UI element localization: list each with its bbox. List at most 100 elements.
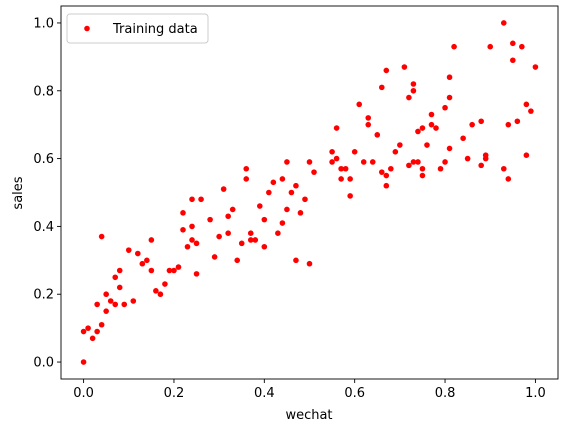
data-point — [446, 74, 453, 81]
data-points — [80, 20, 539, 365]
data-point — [243, 176, 250, 182]
data-point — [211, 254, 218, 260]
x-tick-label: 0.6 — [344, 386, 365, 401]
data-point — [266, 189, 272, 196]
data-point — [505, 176, 512, 182]
data-point — [442, 104, 448, 111]
data-point — [442, 159, 448, 165]
y-axis-label: sales — [11, 176, 26, 209]
data-point — [306, 260, 313, 267]
data-point — [478, 118, 484, 125]
data-point — [347, 193, 353, 199]
data-point — [207, 216, 213, 223]
y-tick-label: 0.8 — [33, 84, 54, 99]
data-point — [229, 206, 236, 213]
data-point — [469, 121, 475, 128]
data-point — [482, 155, 489, 162]
data-point — [80, 328, 87, 335]
x-tick-label: 0.0 — [73, 386, 94, 401]
data-point — [166, 267, 173, 274]
data-point — [148, 237, 155, 243]
x-tick-label: 0.2 — [164, 386, 185, 401]
data-point — [388, 165, 394, 172]
data-point — [415, 128, 421, 135]
data-point — [428, 111, 435, 118]
y-tick-label: 0.0 — [33, 356, 54, 371]
data-point — [306, 159, 313, 165]
data-point — [424, 142, 430, 148]
data-point — [98, 321, 105, 328]
data-point — [383, 182, 390, 189]
data-point — [116, 284, 123, 291]
data-point — [500, 20, 507, 26]
data-point — [505, 121, 512, 128]
data-point — [112, 274, 119, 281]
data-point — [112, 301, 119, 308]
data-point — [279, 176, 286, 182]
data-point — [532, 64, 539, 70]
data-point — [392, 149, 399, 155]
y-axis-ticks: 0.0 0.2 0.4 0.6 0.8 1.0 — [33, 16, 61, 371]
data-point — [80, 359, 87, 365]
data-point — [500, 165, 507, 172]
data-point — [189, 196, 195, 203]
data-point — [451, 43, 457, 50]
data-point — [252, 237, 259, 243]
plot-frame — [60, 5, 559, 380]
data-point — [347, 176, 353, 182]
y-tick-label: 0.2 — [33, 288, 54, 303]
data-point — [410, 159, 417, 165]
legend: Training data — [66, 13, 209, 44]
data-point — [94, 301, 100, 308]
data-point — [510, 40, 516, 47]
data-point — [523, 101, 530, 108]
data-point — [121, 301, 128, 308]
data-point — [153, 288, 159, 294]
x-tick-label: 0.8 — [435, 386, 456, 401]
data-point — [225, 230, 231, 236]
data-point — [419, 172, 426, 179]
data-point — [514, 118, 521, 125]
data-point — [383, 172, 390, 179]
data-point — [275, 230, 281, 236]
data-point — [406, 94, 412, 101]
data-point — [193, 240, 200, 247]
data-point — [130, 298, 137, 304]
data-point — [243, 165, 250, 172]
data-point — [193, 271, 200, 277]
data-point — [446, 145, 453, 152]
data-point — [338, 176, 344, 182]
data-point — [356, 101, 363, 108]
legend-entry-label: Training data — [112, 22, 198, 37]
data-point — [116, 267, 123, 274]
data-point — [433, 125, 439, 131]
data-point — [135, 250, 141, 257]
data-point — [198, 196, 204, 203]
data-point — [446, 94, 453, 101]
data-point — [510, 57, 516, 64]
data-point — [297, 210, 304, 216]
data-point — [107, 298, 114, 304]
data-point — [365, 115, 372, 121]
x-axis-ticks: 0.0 0.2 0.4 0.6 0.8 1.0 — [73, 379, 546, 401]
data-point — [365, 121, 372, 128]
data-point — [284, 159, 290, 165]
data-point — [342, 165, 349, 172]
data-point — [519, 43, 525, 50]
data-point — [270, 179, 277, 186]
data-point — [220, 186, 227, 192]
x-tick-label: 0.4 — [254, 386, 275, 401]
data-point — [528, 108, 534, 114]
data-point — [284, 206, 290, 213]
x-axis-label: wechat — [285, 408, 332, 423]
data-point — [180, 227, 186, 233]
data-point — [374, 132, 381, 138]
data-point — [302, 196, 308, 203]
data-point — [360, 159, 367, 165]
data-point — [419, 125, 426, 131]
data-point — [293, 182, 299, 189]
data-point — [261, 216, 268, 223]
data-point — [85, 325, 91, 331]
data-point — [247, 237, 254, 243]
